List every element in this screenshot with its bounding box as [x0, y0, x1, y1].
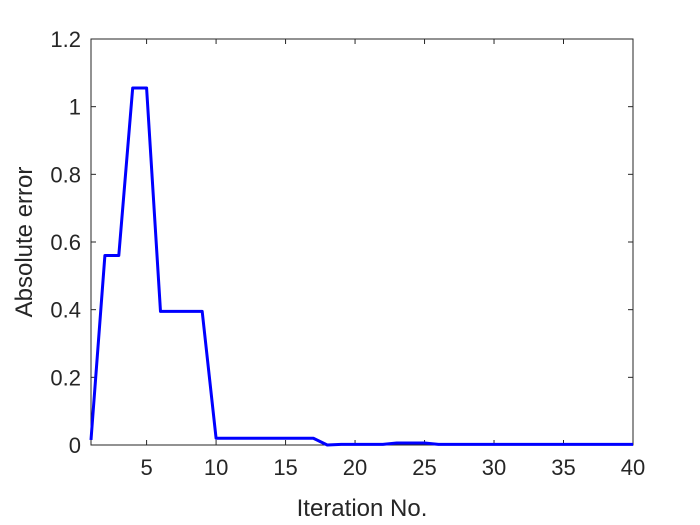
x-tick-label: 5 — [140, 455, 152, 480]
x-tick-label: 30 — [482, 455, 506, 480]
x-axis-label: Iteration No. — [297, 495, 428, 522]
y-tick-label: 1 — [69, 95, 81, 120]
x-tick-label: 40 — [621, 455, 645, 480]
series-line — [89, 86, 633, 447]
x-tick-label: 20 — [343, 455, 367, 480]
series-layer — [89, 86, 633, 447]
tick-labels: 5 10 15 20 25 30 35 40 0 0.2 0.4 0.6 0.8 1 1.2 — [50, 27, 645, 480]
y-tick-label: 0.2 — [50, 365, 81, 390]
y-tick-label: 1.2 — [50, 27, 81, 52]
y-axis-label: Absolute error — [11, 167, 38, 318]
x-tick-label: 25 — [412, 455, 436, 480]
y-tick-label: 0 — [69, 433, 81, 458]
x-tick-label: 35 — [551, 455, 575, 480]
x-tick-label: 15 — [273, 455, 297, 480]
plot-area — [91, 39, 633, 445]
y-tick-label: 0.6 — [50, 230, 81, 255]
y-tick-label: 0.8 — [50, 162, 81, 187]
y-tick-label: 0.4 — [50, 298, 81, 323]
x-tick-label: 10 — [204, 455, 228, 480]
